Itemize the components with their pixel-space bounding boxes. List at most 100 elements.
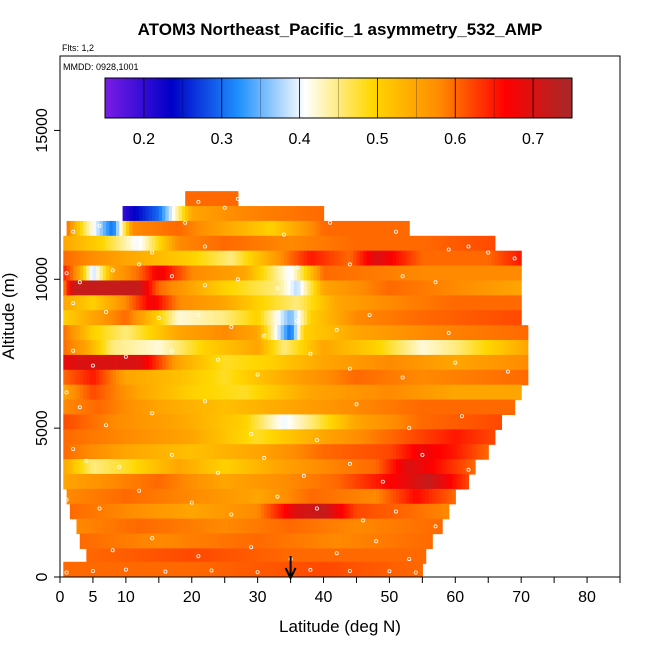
y-tick-label: 5000 — [34, 410, 51, 446]
observation-point — [334, 327, 339, 332]
heatmap-cell — [139, 369, 143, 386]
heatmap-cell — [504, 250, 509, 267]
heatmap-cell — [363, 518, 367, 535]
heatmap-cell — [517, 250, 522, 267]
observation-point — [104, 423, 109, 428]
heatmap-cell — [382, 444, 387, 460]
heatmap-cell — [102, 459, 107, 475]
heatmap-cell — [142, 444, 147, 460]
heatmap-cell — [458, 295, 463, 311]
heatmap-cell — [99, 265, 104, 282]
heatmap-cell — [349, 310, 354, 326]
heatmap-cell — [264, 561, 269, 578]
heatmap-cell — [313, 265, 318, 282]
heatmap-cell — [231, 280, 236, 296]
heatmap-cell — [92, 399, 97, 416]
heatmap-cell — [379, 399, 384, 416]
heatmap-cell — [346, 295, 351, 311]
observation-point — [308, 351, 313, 356]
heatmap-cell — [452, 280, 456, 296]
heatmap-cell — [448, 473, 453, 490]
heatmap-cell — [185, 473, 190, 490]
heatmap-cell — [405, 548, 410, 564]
heatmap-cell — [234, 265, 239, 282]
heatmap-cell — [372, 473, 377, 490]
heatmap-cell — [175, 533, 180, 550]
heatmap-cell — [356, 310, 361, 326]
heatmap-cell — [106, 369, 111, 386]
heatmap-cell — [353, 503, 358, 520]
heatmap-cell — [494, 280, 499, 296]
heatmap-cell — [475, 354, 479, 371]
heatmap-cell — [435, 325, 440, 341]
heatmap-cell — [389, 250, 394, 267]
heatmap-cell — [448, 340, 453, 356]
heatmap-cell — [340, 399, 344, 416]
heatmap-cell — [148, 310, 153, 326]
heatmap-cell — [92, 369, 97, 386]
heatmap-cell — [297, 384, 302, 401]
heatmap-cell — [343, 518, 348, 535]
heatmap-cell — [185, 488, 190, 505]
heatmap-cell — [191, 518, 196, 535]
observation-point — [137, 488, 142, 493]
heatmap-cell — [142, 280, 147, 296]
heatmap-cell — [438, 295, 443, 311]
heatmap-cell — [214, 354, 219, 371]
heatmap-cell — [475, 369, 479, 386]
heatmap-cell — [300, 354, 305, 371]
heatmap-cell — [277, 340, 282, 356]
heatmap-cell — [508, 369, 512, 386]
heatmap-cell — [399, 429, 404, 445]
heatmap-cell — [168, 488, 173, 505]
heatmap-cell — [201, 459, 206, 475]
heatmap-cell — [293, 250, 298, 267]
heatmap-cell — [96, 295, 101, 311]
heatmap-cell — [412, 429, 417, 445]
heatmap-cell — [122, 235, 127, 252]
heatmap-cell — [297, 561, 302, 578]
heatmap-cell — [287, 429, 292, 445]
heatmap-cell — [452, 325, 456, 341]
heatmap-cell — [172, 473, 176, 490]
heatmap-cell — [494, 295, 499, 311]
heatmap-cell — [340, 444, 344, 460]
heatmap-cell — [316, 548, 321, 564]
heatmap-cell — [214, 220, 219, 237]
heatmap-cell — [386, 340, 391, 356]
heatmap-cell — [366, 533, 371, 550]
heatmap-cell — [251, 250, 255, 267]
heatmap-cell — [419, 561, 423, 578]
heatmap-cell — [468, 414, 473, 430]
observation-point — [77, 405, 82, 410]
heatmap-cell — [165, 429, 170, 445]
heatmap-cell — [399, 235, 404, 252]
heatmap-cell — [125, 414, 130, 430]
heatmap-cell — [402, 518, 407, 535]
heatmap-cell — [109, 265, 114, 282]
heatmap-cell — [379, 265, 384, 282]
heatmap-cell — [435, 459, 440, 475]
heatmap-cell — [145, 429, 150, 445]
heatmap-cell — [109, 220, 114, 237]
heatmap-cell — [109, 325, 114, 341]
heatmap-cell — [366, 354, 371, 371]
heatmap-cell — [405, 429, 410, 445]
heatmap-cell — [386, 235, 391, 252]
observation-point — [453, 360, 458, 365]
heatmap-cell — [415, 399, 420, 416]
heatmap-cell — [428, 533, 433, 550]
heatmap-cell — [511, 295, 516, 311]
heatmap-cell — [442, 503, 447, 520]
heatmap-cell — [73, 369, 78, 386]
heatmap-cell — [185, 325, 190, 341]
heatmap-cell — [76, 384, 81, 401]
heatmap-cell — [89, 444, 94, 460]
heatmap-cell — [415, 503, 420, 520]
heatmap-cell — [359, 384, 364, 401]
heatmap-cell — [86, 235, 91, 252]
heatmap-cell — [359, 250, 364, 267]
heatmap-cell — [445, 473, 450, 490]
heatmap-cell — [267, 325, 272, 341]
heatmap-band — [63, 459, 476, 475]
